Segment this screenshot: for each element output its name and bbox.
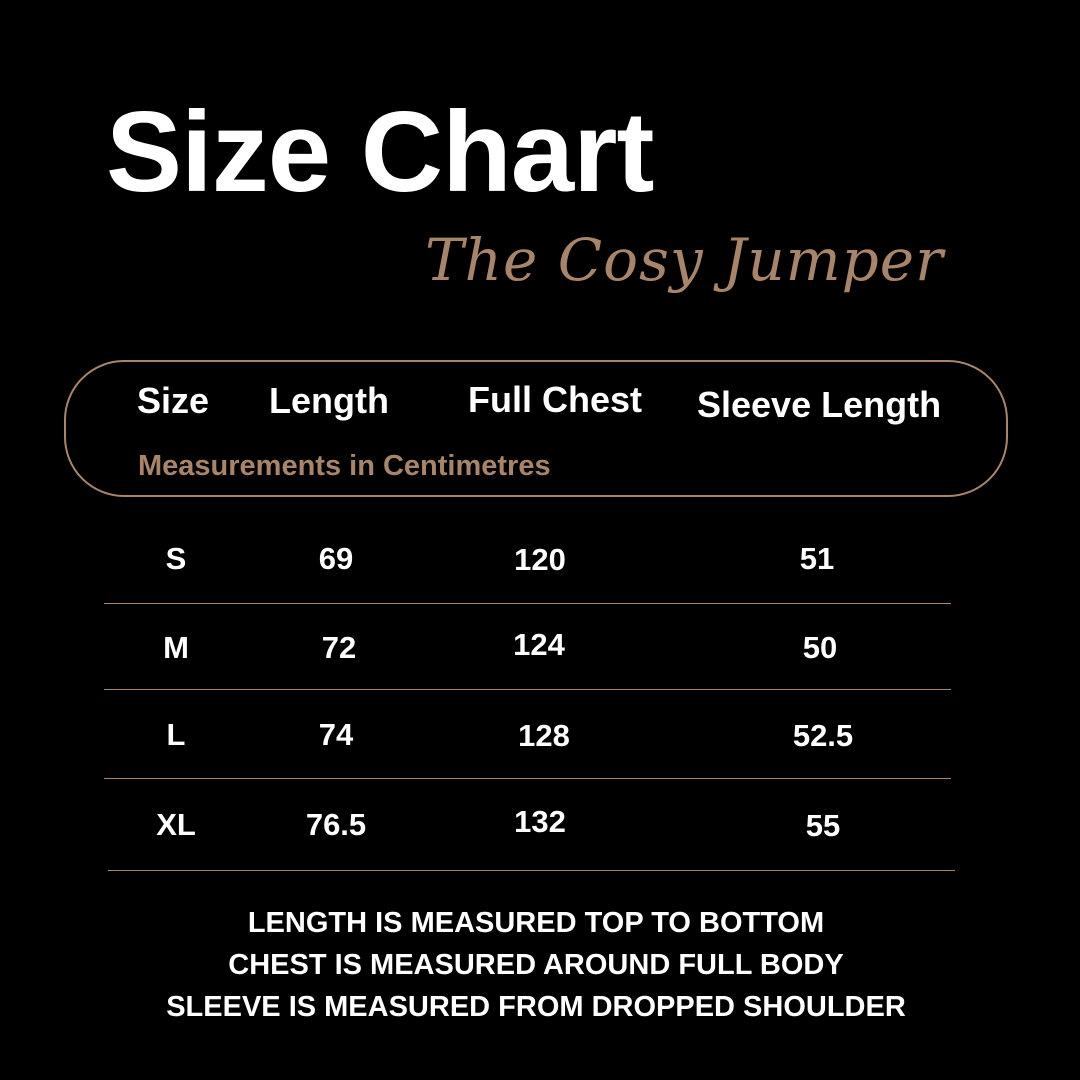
row-divider: [104, 603, 951, 604]
cell-chest: 120: [514, 542, 566, 577]
cell-length: 72: [321, 630, 357, 665]
cell-size: S: [165, 541, 187, 576]
cell-chest: 128: [518, 718, 570, 753]
cell-size: M: [163, 630, 189, 665]
cell-sleeve: 55: [805, 808, 841, 843]
note-length: LENGTH IS MEASURED TOP TO BOTTOM: [247, 907, 825, 939]
measurement-notes: LENGTH IS MEASURED TOP TO BOTTOM CHEST I…: [0, 902, 1072, 1028]
cell-size: XL: [156, 807, 196, 842]
note-chest: CHEST IS MEASURED AROUND FULL BODY: [228, 949, 844, 981]
cell-sleeve: 51: [799, 541, 835, 576]
row-divider: [104, 689, 951, 690]
column-header-sleeve-length: Sleeve Length: [697, 384, 942, 425]
product-name-script: The Cosy Jumper: [425, 226, 944, 294]
cell-sleeve: 52.5: [792, 718, 854, 753]
cell-chest: 132: [514, 804, 566, 839]
cell-size: L: [166, 717, 186, 752]
cell-sleeve: 50: [802, 630, 838, 665]
cell-chest: 124: [513, 627, 565, 662]
page-title: Size Chart: [106, 89, 654, 216]
cell-length: 69: [318, 541, 354, 576]
column-header-size: Size: [137, 380, 210, 421]
row-divider: [108, 870, 955, 871]
cell-length: 74: [318, 717, 354, 752]
units-note: Measurements in Centimetres: [138, 450, 551, 482]
table-header-box: [64, 360, 1008, 497]
row-divider: [104, 778, 951, 779]
cell-length: 76.5: [305, 807, 367, 842]
column-header-full-chest: Full Chest: [468, 379, 643, 420]
column-header-length: Length: [269, 380, 389, 421]
note-sleeve: SLEEVE IS MEASURED FROM DROPPED SHOULDER: [166, 991, 906, 1023]
